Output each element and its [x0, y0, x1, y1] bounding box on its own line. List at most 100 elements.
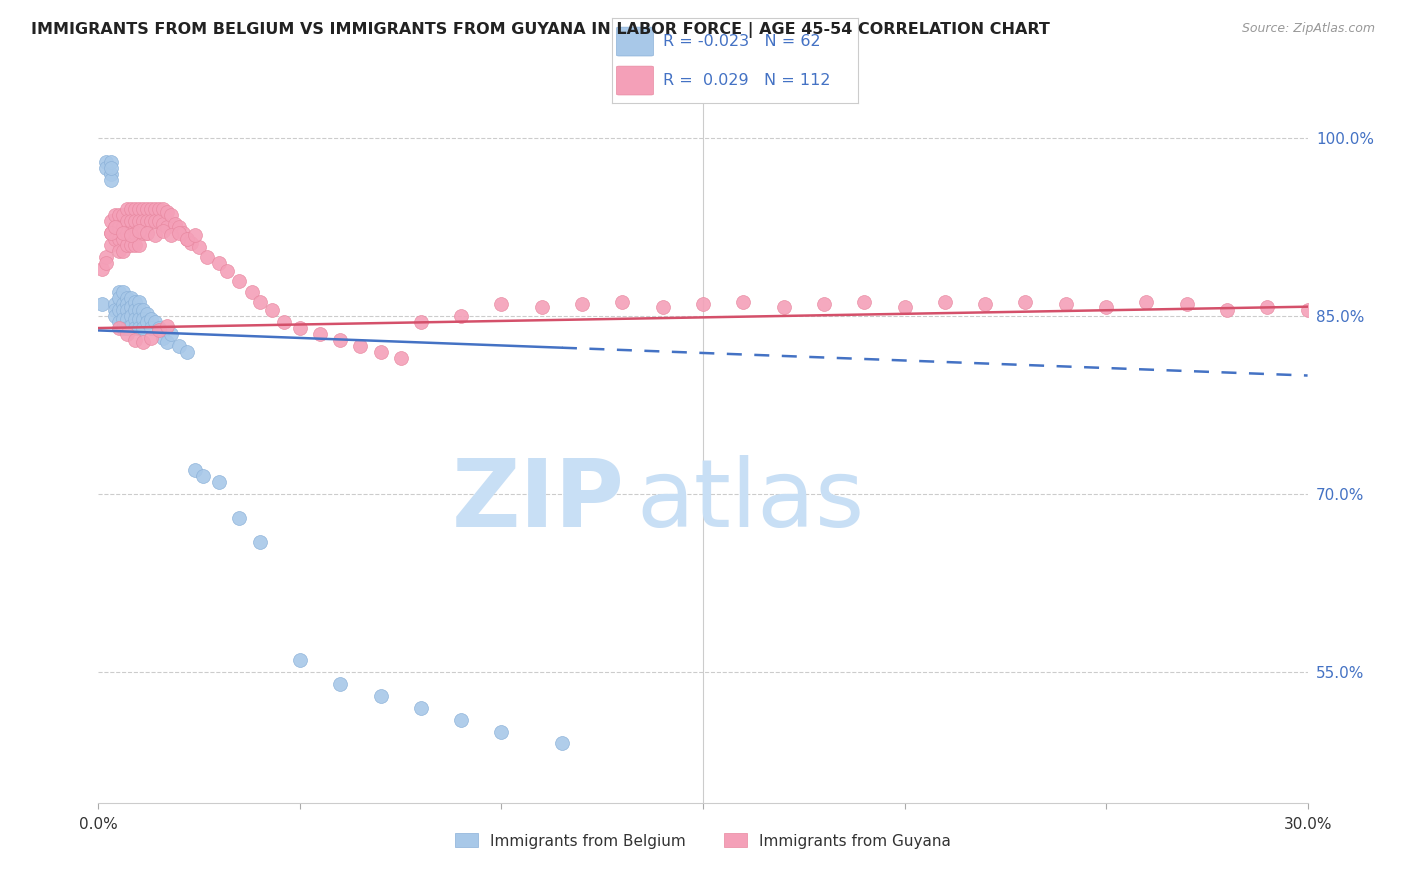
- Point: [176, 232, 198, 246]
- Point: [111, 285, 134, 300]
- Point: [409, 315, 432, 329]
- Point: [120, 238, 142, 252]
- Point: [329, 333, 352, 347]
- Point: [156, 204, 179, 219]
- Point: [329, 677, 352, 691]
- Point: [195, 250, 218, 264]
- Point: [228, 274, 250, 288]
- Point: [96, 161, 118, 175]
- Point: [103, 208, 125, 222]
- Point: [152, 330, 174, 344]
- Point: [974, 297, 997, 311]
- Point: [96, 154, 118, 169]
- Point: [115, 321, 138, 335]
- Point: [853, 294, 876, 309]
- Point: [135, 214, 157, 228]
- Point: [143, 202, 166, 217]
- Point: [135, 307, 157, 321]
- Point: [184, 463, 207, 477]
- Point: [115, 214, 138, 228]
- Point: [120, 318, 142, 333]
- Point: [450, 309, 472, 323]
- Point: [288, 653, 311, 667]
- Text: IMMIGRANTS FROM BELGIUM VS IMMIGRANTS FROM GUYANA IN LABOR FORCE | AGE 45-54 COR: IMMIGRANTS FROM BELGIUM VS IMMIGRANTS FR…: [31, 22, 1050, 38]
- Point: [128, 311, 150, 326]
- Point: [132, 202, 155, 217]
- Text: R =  0.029   N = 112: R = 0.029 N = 112: [664, 73, 831, 88]
- Point: [156, 220, 179, 235]
- Point: [651, 300, 673, 314]
- Point: [180, 235, 202, 250]
- Point: [240, 285, 263, 300]
- Point: [160, 326, 183, 341]
- Point: [103, 232, 125, 246]
- Point: [124, 226, 146, 240]
- Point: [120, 292, 142, 306]
- Point: [733, 294, 755, 309]
- Point: [103, 303, 125, 318]
- Point: [128, 214, 150, 228]
- Point: [571, 297, 593, 311]
- FancyBboxPatch shape: [617, 66, 654, 95]
- Point: [100, 154, 122, 169]
- Point: [139, 214, 162, 228]
- Point: [115, 202, 138, 217]
- Point: [217, 264, 239, 278]
- Point: [124, 294, 146, 309]
- Point: [107, 244, 129, 258]
- Point: [273, 315, 295, 329]
- Point: [111, 220, 134, 235]
- Point: [148, 202, 170, 217]
- Point: [450, 713, 472, 727]
- Point: [152, 202, 174, 217]
- Point: [249, 294, 271, 309]
- Point: [124, 214, 146, 228]
- Point: [172, 226, 194, 240]
- Point: [100, 214, 122, 228]
- Point: [1095, 300, 1118, 314]
- Point: [1135, 294, 1157, 309]
- Point: [100, 238, 122, 252]
- Point: [124, 311, 146, 326]
- Point: [772, 300, 794, 314]
- Point: [813, 297, 835, 311]
- Point: [132, 226, 155, 240]
- Point: [111, 297, 134, 311]
- Point: [389, 351, 412, 365]
- Point: [115, 326, 138, 341]
- Point: [934, 294, 956, 309]
- Text: Source: ZipAtlas.com: Source: ZipAtlas.com: [1241, 22, 1375, 36]
- Point: [249, 534, 271, 549]
- Point: [107, 208, 129, 222]
- Point: [115, 297, 138, 311]
- Point: [163, 217, 186, 231]
- Point: [91, 261, 114, 276]
- Point: [370, 689, 392, 703]
- Point: [128, 321, 150, 335]
- Point: [260, 303, 283, 318]
- Text: ZIP: ZIP: [451, 455, 624, 547]
- Point: [132, 214, 155, 228]
- Point: [115, 303, 138, 318]
- Text: atlas: atlas: [637, 455, 865, 547]
- Point: [491, 724, 513, 739]
- Point: [152, 224, 174, 238]
- Point: [124, 321, 146, 335]
- Point: [107, 285, 129, 300]
- Point: [893, 300, 915, 314]
- Point: [91, 297, 114, 311]
- Point: [96, 250, 118, 264]
- Point: [188, 240, 211, 254]
- Legend: Immigrants from Belgium, Immigrants from Guyana: Immigrants from Belgium, Immigrants from…: [447, 826, 959, 856]
- Point: [120, 202, 142, 217]
- Point: [103, 297, 125, 311]
- Point: [491, 297, 513, 311]
- Point: [1014, 294, 1036, 309]
- Point: [111, 244, 134, 258]
- Point: [156, 318, 179, 333]
- Point: [107, 292, 129, 306]
- Point: [111, 232, 134, 246]
- Point: [143, 214, 166, 228]
- Point: [103, 220, 125, 235]
- Point: [103, 309, 125, 323]
